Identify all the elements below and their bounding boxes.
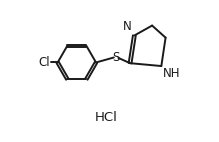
Text: Cl: Cl	[39, 56, 50, 69]
Text: HCl: HCl	[95, 110, 118, 124]
Text: S: S	[112, 51, 120, 64]
Text: N: N	[122, 20, 131, 33]
Text: NH: NH	[163, 67, 180, 80]
